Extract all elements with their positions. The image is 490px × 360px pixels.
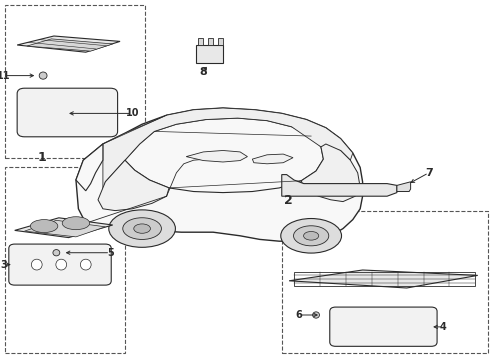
Bar — [5, 5, 145, 158]
Ellipse shape — [109, 210, 175, 247]
Text: 10: 10 — [125, 108, 139, 118]
Polygon shape — [27, 39, 113, 51]
Polygon shape — [289, 270, 478, 288]
Polygon shape — [103, 108, 353, 194]
Ellipse shape — [56, 259, 67, 270]
Bar — [282, 211, 488, 353]
Text: 4: 4 — [440, 322, 447, 332]
Ellipse shape — [313, 312, 319, 318]
Polygon shape — [282, 175, 397, 196]
Ellipse shape — [39, 72, 47, 79]
Bar — [294, 272, 475, 286]
Ellipse shape — [80, 259, 91, 270]
Polygon shape — [125, 118, 323, 193]
Polygon shape — [218, 38, 223, 45]
Polygon shape — [301, 144, 360, 202]
Polygon shape — [196, 45, 223, 63]
Polygon shape — [208, 38, 213, 45]
Text: 3: 3 — [0, 260, 7, 270]
Text: 11: 11 — [0, 71, 11, 81]
Text: 9: 9 — [59, 0, 68, 2]
Text: 1: 1 — [37, 151, 46, 164]
Ellipse shape — [303, 231, 319, 240]
Text: 6: 6 — [295, 310, 302, 320]
Polygon shape — [98, 160, 169, 211]
Text: 7: 7 — [425, 168, 433, 178]
Polygon shape — [15, 218, 113, 238]
Polygon shape — [186, 150, 247, 162]
Ellipse shape — [53, 249, 60, 256]
Ellipse shape — [294, 226, 329, 246]
Polygon shape — [397, 182, 411, 192]
Bar — [5, 167, 125, 353]
FancyBboxPatch shape — [330, 307, 437, 346]
Ellipse shape — [134, 224, 150, 233]
Polygon shape — [17, 36, 120, 52]
Polygon shape — [24, 220, 105, 237]
Text: 8: 8 — [199, 67, 207, 77]
FancyBboxPatch shape — [9, 244, 111, 285]
FancyBboxPatch shape — [17, 88, 118, 137]
Polygon shape — [252, 154, 293, 164]
Ellipse shape — [31, 259, 42, 270]
Ellipse shape — [30, 220, 58, 233]
Ellipse shape — [62, 217, 90, 230]
Polygon shape — [76, 144, 103, 191]
Polygon shape — [76, 108, 363, 241]
Text: 2: 2 — [284, 194, 293, 207]
Ellipse shape — [281, 219, 342, 253]
Ellipse shape — [123, 218, 161, 239]
Polygon shape — [198, 38, 203, 45]
Text: 5: 5 — [107, 248, 114, 258]
